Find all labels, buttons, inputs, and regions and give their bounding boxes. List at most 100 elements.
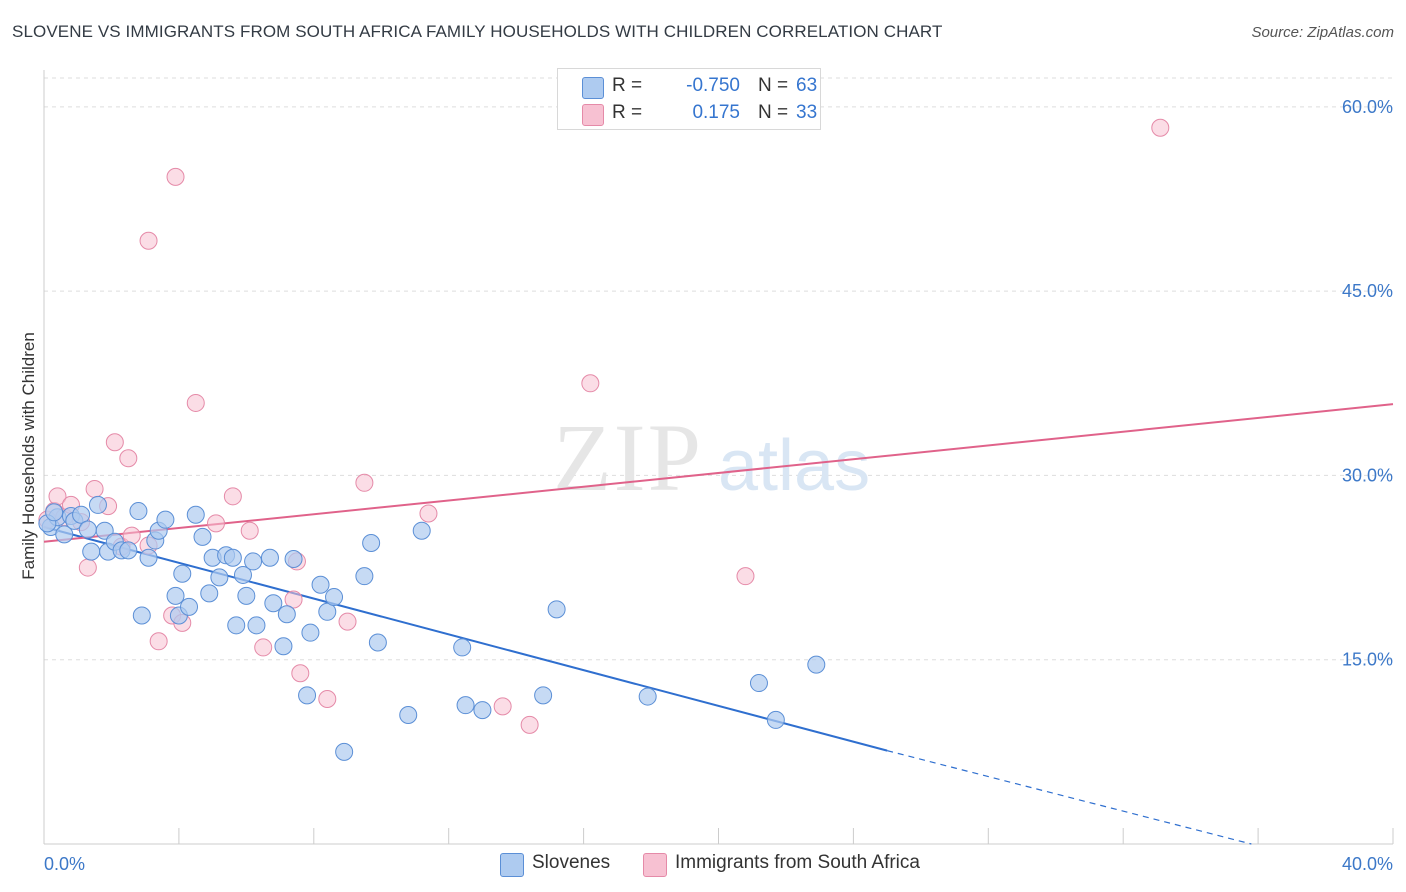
slovenes-point [277, 605, 296, 624]
slovenes-point [284, 549, 303, 568]
slovenes-point [456, 696, 475, 715]
immigrants-point [105, 433, 124, 452]
slovenes-point [45, 503, 64, 522]
legend-r-value: -0.750 [686, 75, 740, 96]
slovenes-point [766, 710, 785, 729]
slovenes-point [638, 687, 657, 706]
immigrants-point [736, 567, 755, 586]
slovenes-point [156, 510, 175, 529]
tick-labels: 15.0% 30.0% 45.0% 60.0% 0.0% 40.0% [44, 97, 1393, 874]
legend-n-value: 63 [796, 75, 818, 96]
immigrants-point [318, 690, 337, 709]
slovenes-point [173, 564, 192, 583]
stats-legend: R = -0.750 N = 63 R = 0.175 N = 33 [557, 68, 821, 130]
slovenes-point [473, 701, 492, 720]
legend-r-label: R = [612, 75, 643, 96]
slovenes-point [210, 568, 229, 587]
legend-r-label: R = [612, 102, 643, 123]
slovenes-point [119, 541, 138, 560]
immigrants-point [119, 449, 138, 468]
legend-n-label: N = [758, 102, 789, 123]
slovenes-point [298, 686, 317, 705]
slovenes-point [547, 600, 566, 619]
slovenes-trend-line [43, 526, 888, 752]
y-tick-label: 60.0% [1342, 97, 1393, 117]
slovenes-point [325, 588, 344, 607]
immigrants-point [581, 374, 600, 393]
immigrants-point [493, 697, 512, 716]
immigrants-point [149, 632, 168, 651]
immigrants-point [206, 514, 225, 533]
slovenes-point [88, 495, 107, 514]
slovenes-point [355, 567, 374, 586]
y-tick-label: 45.0% [1342, 281, 1393, 301]
slovenes-point [534, 686, 553, 705]
y-axis-label: Family Households with Children [19, 332, 38, 580]
slovenes-point [200, 584, 219, 603]
bottom-legend-swatch-slovenes [500, 853, 524, 877]
immigrants-point [254, 638, 273, 657]
immigrants-point [355, 473, 374, 492]
slovenes-point [55, 525, 74, 544]
watermark-zip: ZIP [553, 404, 703, 511]
chart-title: SLOVENE VS IMMIGRANTS FROM SOUTH AFRICA … [12, 22, 943, 41]
slovenes-point [237, 586, 256, 605]
immigrants-point [240, 521, 259, 540]
immigrants-point [520, 715, 539, 734]
slovenes-point [399, 706, 418, 724]
legend-n-value: 33 [796, 102, 818, 123]
immigrants-trend-line [43, 403, 1394, 543]
slovenes-point [318, 602, 337, 621]
slovenes-point [132, 606, 151, 625]
immigrants-point [78, 558, 97, 577]
legend-swatch-immigrants [582, 104, 604, 126]
bottom-legend-swatch-immigrants [643, 853, 667, 877]
legend-r-value: 0.175 [692, 102, 740, 123]
slovenes-point [749, 674, 768, 693]
slovenes-point [264, 594, 283, 613]
immigrants-point [166, 167, 185, 186]
bottom-legend-label-slovenes: Slovenes [532, 852, 611, 873]
slovenes-point [233, 565, 252, 584]
immigrants-point [186, 393, 205, 412]
immigrants-point [291, 664, 310, 683]
slovenes-point [260, 548, 279, 567]
slovenes-point [223, 548, 242, 567]
slovenes-point [129, 502, 148, 521]
slovenes-point [193, 527, 212, 546]
immigrants-point [1151, 118, 1170, 137]
immigrants-point [419, 504, 438, 523]
slovenes-point [335, 742, 354, 761]
slovenes-point [166, 586, 185, 605]
x-tick-label: 0.0% [44, 854, 85, 874]
axes [43, 70, 1394, 845]
slovenes-point [301, 623, 320, 642]
bottom-legend-label-immigrants: Immigrants from South Africa [675, 852, 920, 873]
slovenes-point [78, 520, 97, 539]
source-label: Source: ZipAtlas.com [1251, 24, 1394, 41]
immigrants-point [223, 487, 242, 506]
y-tick-label: 30.0% [1342, 465, 1393, 485]
slovenes-point [412, 521, 431, 540]
y-tick-label: 15.0% [1342, 650, 1393, 670]
slovenes-point [139, 548, 158, 567]
x-tick-label: 40.0% [1342, 854, 1393, 874]
slovenes-point [311, 575, 330, 594]
slovenes-point [807, 655, 826, 674]
slovenes-point [180, 597, 199, 616]
slovenes-point [368, 633, 387, 652]
immigrants-point [338, 612, 357, 631]
slovenes-point [247, 616, 266, 635]
immigrants-point [85, 479, 104, 498]
legend-n-label: N = [758, 75, 789, 96]
slovenes-point [72, 505, 91, 524]
slovenes-point [186, 505, 205, 524]
legend-swatch-slovenes [582, 77, 604, 99]
watermark: ZIP atlas [553, 404, 870, 511]
immigrants-point [284, 590, 303, 609]
slovenes-trend-line-extension [886, 750, 1252, 845]
slovenes-point [362, 534, 381, 552]
immigrants-point [122, 526, 141, 545]
slovenes-point [274, 637, 293, 656]
